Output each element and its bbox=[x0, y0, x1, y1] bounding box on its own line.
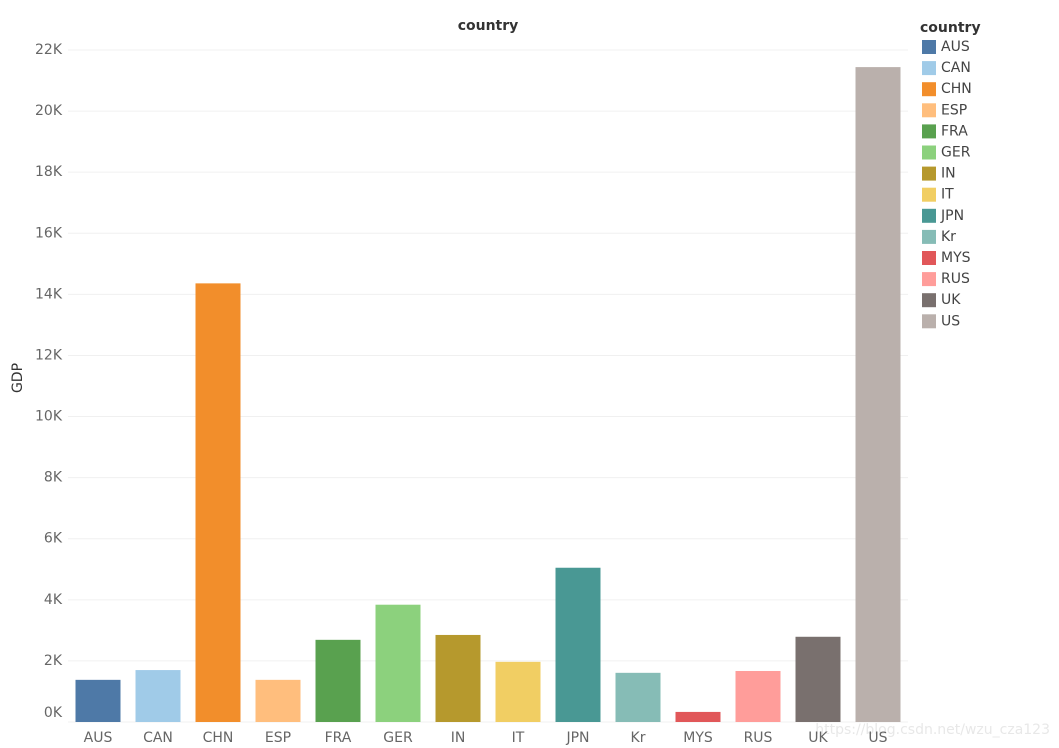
legend-swatch[interactable] bbox=[922, 61, 936, 76]
bar bbox=[735, 670, 781, 722]
bar bbox=[255, 679, 301, 722]
y-tick-label: 6K bbox=[44, 531, 63, 547]
y-tick-label: 22K bbox=[35, 42, 63, 58]
legend-label[interactable]: ESP bbox=[941, 102, 967, 118]
legend-label[interactable]: US bbox=[941, 313, 960, 329]
x-tick-label: UK bbox=[808, 730, 828, 746]
x-tick-label: US bbox=[868, 730, 887, 746]
legend-label[interactable]: UK bbox=[941, 292, 961, 308]
bar bbox=[555, 567, 601, 722]
bar bbox=[135, 670, 181, 722]
legend-swatch[interactable] bbox=[922, 82, 936, 97]
x-tick-label: IT bbox=[512, 730, 525, 746]
x-tick-label: AUS bbox=[84, 730, 113, 746]
y-tick-label: 2K bbox=[44, 653, 63, 669]
legend-label[interactable]: CAN bbox=[941, 60, 971, 76]
bar bbox=[855, 67, 901, 722]
legend-label[interactable]: Kr bbox=[941, 229, 956, 245]
legend-label[interactable]: FRA bbox=[941, 123, 968, 139]
watermark: https://blog.csdn.net/wzu_cza123 bbox=[815, 722, 1050, 738]
x-tick-label: CHN bbox=[203, 730, 234, 746]
legend-label[interactable]: IN bbox=[941, 166, 956, 182]
bar bbox=[615, 672, 661, 722]
legend-swatch[interactable] bbox=[922, 229, 936, 244]
y-tick-label: 10K bbox=[35, 409, 63, 425]
x-tick-label: Kr bbox=[631, 730, 646, 746]
legend-swatch[interactable] bbox=[922, 145, 936, 160]
bar bbox=[675, 711, 721, 722]
legend-swatch[interactable] bbox=[922, 124, 936, 139]
y-tick-label: 4K bbox=[44, 592, 63, 608]
bar bbox=[795, 636, 841, 722]
bar bbox=[195, 283, 241, 722]
x-tick-label: CAN bbox=[143, 730, 173, 746]
legend-label[interactable]: CHN bbox=[941, 81, 972, 97]
x-tick-label: RUS bbox=[744, 730, 773, 746]
legend-label[interactable]: JPN bbox=[940, 208, 964, 224]
legend-swatch[interactable] bbox=[922, 187, 936, 202]
y-axis-label: GDP bbox=[10, 363, 26, 393]
legend-label[interactable]: GER bbox=[941, 145, 971, 161]
legend-label[interactable]: IT bbox=[941, 187, 954, 203]
legend-swatch[interactable] bbox=[922, 166, 936, 181]
legend-swatch[interactable] bbox=[922, 272, 936, 287]
bar bbox=[435, 634, 481, 722]
legend-swatch[interactable] bbox=[922, 293, 936, 308]
y-tick-label: 14K bbox=[35, 286, 63, 302]
bar bbox=[375, 604, 421, 722]
legend-swatch[interactable] bbox=[922, 251, 936, 265]
legend-swatch[interactable] bbox=[922, 208, 936, 223]
legend-label[interactable]: RUS bbox=[941, 271, 970, 287]
legend-label[interactable]: MYS bbox=[941, 250, 971, 266]
x-tick-label: JPN bbox=[565, 730, 589, 746]
x-tick-label: MYS bbox=[683, 730, 713, 746]
legend-label[interactable]: AUS bbox=[941, 39, 970, 55]
chart-title: country bbox=[458, 18, 519, 34]
x-tick-label: GER bbox=[383, 730, 413, 746]
y-tick-label: 18K bbox=[35, 164, 63, 180]
y-tick-label: 20K bbox=[35, 103, 63, 119]
y-tick-label: 12K bbox=[35, 347, 63, 363]
x-tick-label: FRA bbox=[325, 730, 352, 746]
legend-swatch[interactable] bbox=[922, 40, 936, 54]
bar bbox=[75, 679, 121, 722]
x-tick-label: ESP bbox=[265, 730, 291, 746]
legend-title: country bbox=[920, 20, 981, 36]
legend-swatch[interactable] bbox=[922, 314, 936, 329]
y-tick-label: 8K bbox=[44, 470, 63, 486]
bar bbox=[495, 661, 541, 722]
y-tick-label: 0K bbox=[44, 705, 63, 721]
x-tick-label: IN bbox=[451, 730, 466, 746]
bar bbox=[315, 639, 361, 722]
legend-swatch[interactable] bbox=[922, 103, 936, 118]
y-tick-label: 16K bbox=[35, 225, 63, 241]
